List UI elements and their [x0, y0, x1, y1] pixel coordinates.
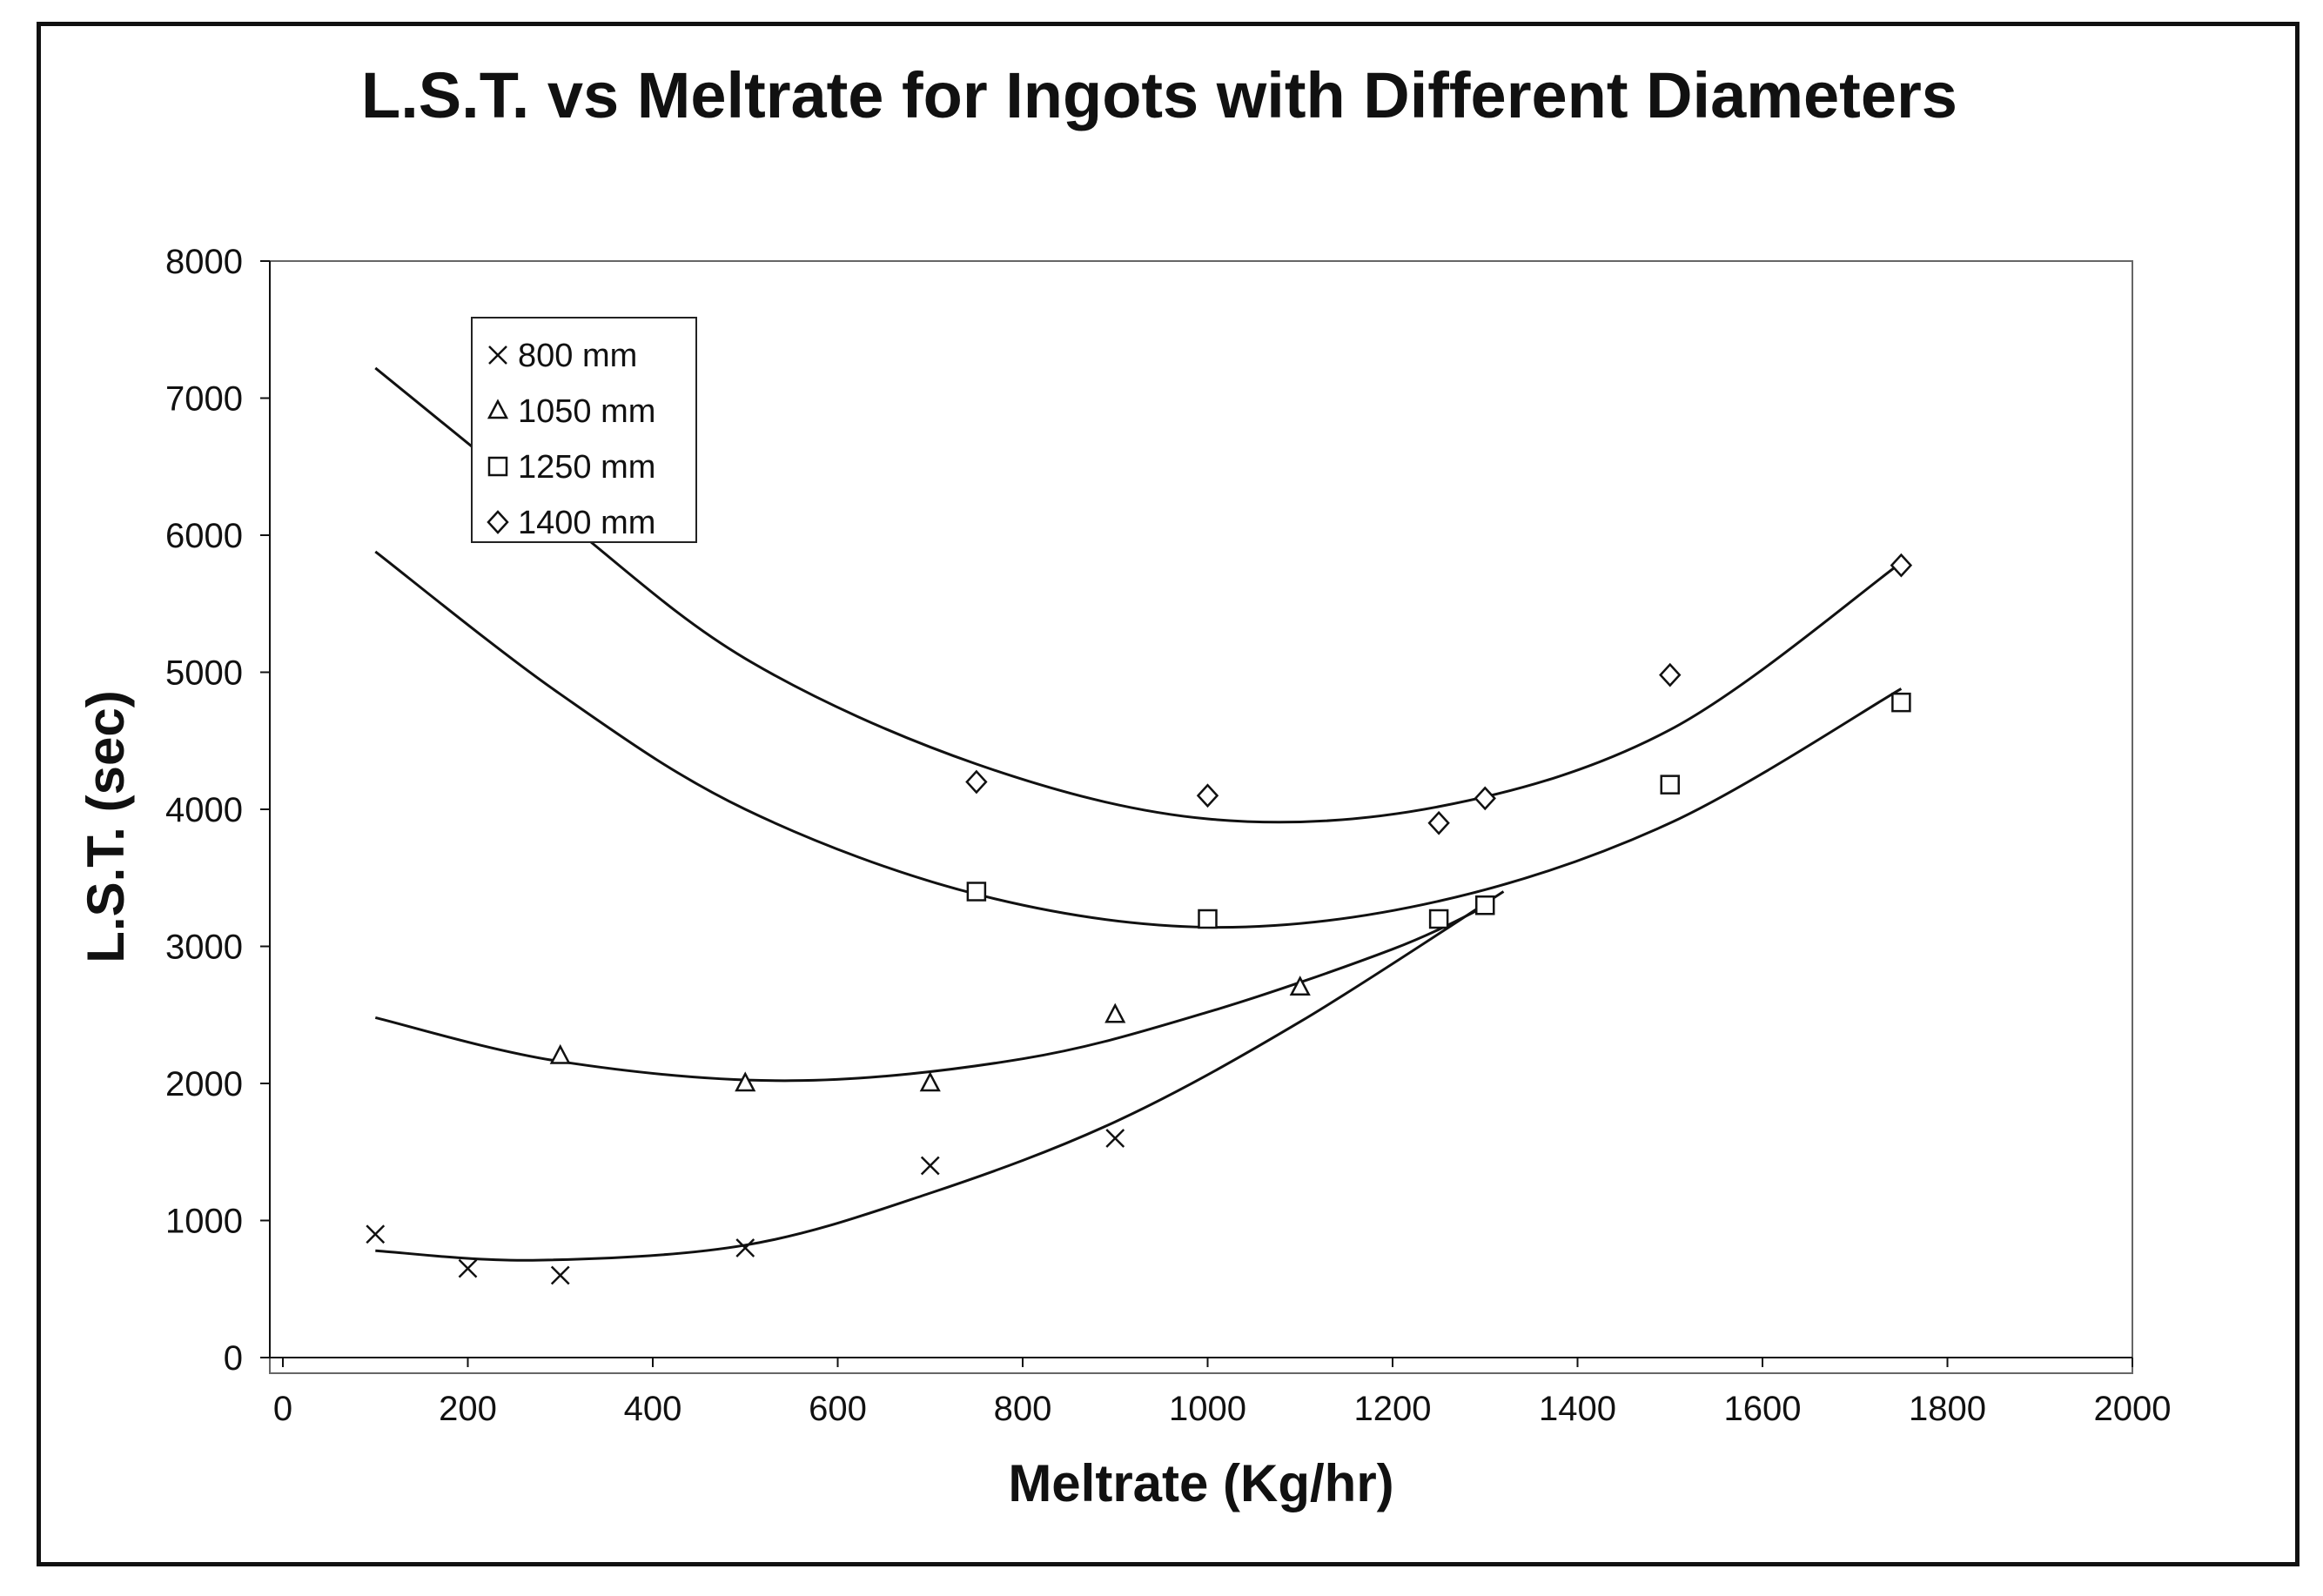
- point-1400-mm: [1474, 786, 1496, 811]
- y-tick-label: 1000: [165, 1203, 243, 1241]
- y-tick-label: 0: [224, 1339, 243, 1378]
- y-tick-label: 6000: [165, 517, 243, 555]
- point-1050-mm: [735, 1071, 756, 1092]
- y-tick-label: 8000: [165, 243, 243, 281]
- point-1400-mm: [1196, 783, 1219, 808]
- point-1250-mm: [1891, 692, 1911, 713]
- point-800-mm-stroke: [735, 1238, 755, 1257]
- x-tick-label: 1800: [1909, 1390, 1986, 1428]
- x-axis-title: Meltrate (Kg/hr): [1008, 1454, 1393, 1512]
- trendline-1050-mm: [374, 905, 1486, 1083]
- legend-box: [471, 317, 697, 543]
- data-points: [366, 553, 1913, 1285]
- chart: L.S.T. vs Meltrate for Ingots with Diffe…: [77, 59, 2172, 1512]
- x-tick-label: 1600: [1724, 1390, 1802, 1428]
- point-800-mm: [920, 1156, 940, 1176]
- y-tick-label: 7000: [165, 380, 243, 419]
- point-1050-mm: [1104, 1003, 1126, 1023]
- x-tick-label: 1400: [1539, 1390, 1616, 1428]
- point-1400-mm: [1659, 662, 1682, 687]
- point-1250-mm: [1428, 909, 1449, 929]
- point-1050-mm: [1289, 976, 1311, 996]
- point-1250-mm: [1198, 909, 1218, 929]
- trendline-1250-mm: [374, 550, 1903, 929]
- point-800-mm: [1105, 1129, 1125, 1148]
- point-800-mm: [366, 1224, 386, 1244]
- point-1250-mm: [1475, 895, 1495, 915]
- legend-marker-1050-mm: [487, 399, 509, 419]
- x-tick-label: 0: [273, 1390, 292, 1428]
- y-tick-label: 5000: [165, 654, 243, 693]
- x-tick-label: 200: [439, 1390, 497, 1428]
- y-axis-title: L.S.T. (sec): [77, 690, 135, 962]
- legend-marker-1400-mm: [487, 510, 509, 534]
- point-800-mm-stroke: [920, 1156, 940, 1176]
- x-tick-label: 600: [809, 1390, 867, 1428]
- y-axis: 0 1000 2000 3000 4000 5000 6000 7000 8000: [165, 243, 271, 1378]
- point-800-mm-stroke: [366, 1224, 386, 1244]
- point-1050-mm: [919, 1071, 941, 1092]
- legend-marker-800-mm: [488, 345, 507, 365]
- y-tick-label: 3000: [165, 929, 243, 967]
- point-1400-mm: [1890, 553, 1913, 578]
- x-tick-label: 1200: [1354, 1390, 1432, 1428]
- x-axis: 0 200 400 600 800 1000 1200 1400 1600 1800 2000: [270, 1357, 2172, 1428]
- point-800-mm-stroke: [550, 1265, 570, 1285]
- point-1400-mm: [965, 769, 988, 795]
- point-1250-mm: [966, 882, 987, 902]
- legend: 800 mm 1050 mm 1250 mm 1400 mm: [471, 317, 697, 543]
- point-800-mm: [735, 1238, 755, 1257]
- point-800-mm-stroke: [1105, 1129, 1125, 1148]
- point-800-mm: [458, 1258, 478, 1278]
- x-tick-label: 800: [994, 1390, 1052, 1428]
- y-tick-label: 4000: [165, 791, 243, 829]
- point-800-mm-stroke: [458, 1258, 478, 1278]
- legend-label: 1400 mm: [518, 505, 655, 541]
- chart-title: L.S.T. vs Meltrate for Ingots with Diffe…: [361, 59, 1957, 131]
- point-1050-mm: [549, 1043, 571, 1064]
- trendline-800-mm: [375, 890, 1505, 1262]
- legend-marker-800-mm-stroke: [488, 345, 507, 365]
- point-1400-mm: [1427, 810, 1450, 835]
- x-tick-label: 1000: [1169, 1390, 1246, 1428]
- legend-label: 1050 mm: [518, 393, 655, 430]
- legend-marker-1250-mm: [487, 456, 508, 477]
- point-1250-mm: [1660, 775, 1680, 795]
- x-tick-label: 2000: [2094, 1390, 2172, 1428]
- x-tick-label: 400: [624, 1390, 682, 1428]
- point-800-mm: [550, 1265, 570, 1285]
- chart-frame: L.S.T. vs Meltrate for Ingots with Diffe…: [37, 22, 2300, 1566]
- y-tick-label: 2000: [165, 1065, 243, 1103]
- legend-label: 1250 mm: [518, 449, 655, 486]
- legend-label: 800 mm: [518, 338, 637, 374]
